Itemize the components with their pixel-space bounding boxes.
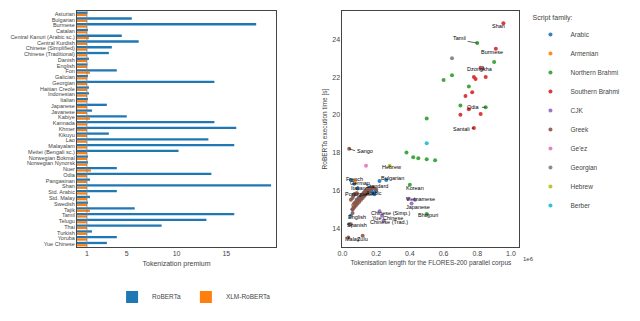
svg-text:Tamil: Tamil — [453, 35, 466, 41]
svg-text:Odia: Odia — [467, 104, 480, 110]
svg-text:Armenian: Armenian — [570, 50, 598, 57]
svg-text:Meitei (Bengali sc.): Meitei (Bengali sc.) — [28, 149, 75, 155]
svg-text:1.0: 1.0 — [506, 250, 516, 257]
svg-text:Nuer: Nuer — [63, 166, 75, 172]
svg-text:Yoruba: Yoruba — [58, 235, 76, 241]
svg-text:Yue Chinese: Yue Chinese — [372, 215, 403, 221]
svg-text:0.6: 0.6 — [439, 250, 449, 257]
svg-text:Zulu: Zulu — [357, 236, 368, 242]
svg-text:English: English — [57, 63, 75, 69]
svg-text:Arabic: Arabic — [570, 31, 589, 38]
svg-text:Italian: Italian — [351, 185, 366, 191]
svg-text:Chinese (Simplified): Chinese (Simplified) — [26, 45, 75, 51]
svg-text:14: 14 — [332, 225, 340, 232]
svg-text:Kikuyu: Kikuyu — [58, 132, 75, 138]
svg-text:Bulgarian: Bulgarian — [52, 17, 75, 23]
svg-text:Khmer: Khmer — [59, 126, 75, 132]
svg-text:0.0: 0.0 — [338, 250, 348, 257]
svg-text:24: 24 — [332, 36, 340, 43]
svg-text:Southern Brahmi: Southern Brahmi — [570, 88, 619, 95]
svg-text:Malay: Malay — [345, 236, 360, 242]
svg-text:0.4: 0.4 — [405, 250, 415, 257]
svg-text:Turkish: Turkish — [57, 230, 75, 236]
svg-text:20: 20 — [332, 111, 340, 118]
svg-text:1e6: 1e6 — [523, 256, 534, 262]
svg-text:Tamil: Tamil — [62, 212, 75, 218]
svg-text:Georgian: Georgian — [570, 164, 597, 172]
svg-text:XLM-RoBERTa: XLM-RoBERTa — [226, 293, 270, 300]
svg-text:Indonesian: Indonesian — [48, 91, 75, 97]
svg-text:Chinese (Simp.): Chinese (Simp.) — [371, 210, 411, 216]
svg-text:Hebrew: Hebrew — [382, 164, 401, 170]
svg-text:Std. Malay: Std. Malay — [49, 195, 75, 201]
svg-text:Portuguese: Portuguese — [345, 191, 373, 197]
svg-text:16: 16 — [332, 187, 340, 194]
svg-text:Central Kurdish: Central Kurdish — [37, 40, 75, 46]
svg-text:Sango: Sango — [357, 148, 373, 154]
svg-text:Central Kanuri (Arabic sc.): Central Kanuri (Arabic sc.) — [10, 34, 75, 40]
svg-text:Japanese: Japanese — [51, 103, 75, 109]
svg-text:Shan: Shan — [62, 183, 75, 189]
svg-text:RoBERTa: RoBERTa — [152, 293, 181, 300]
svg-text:Georgian: Georgian — [52, 80, 75, 86]
svg-text:Spanish: Spanish — [347, 222, 367, 228]
svg-text:Shan: Shan — [492, 23, 505, 29]
svg-text:Galician: Galician — [55, 74, 75, 80]
svg-text:Fon: Fon — [65, 68, 74, 74]
svg-text:StandardArabic: StandardArabic — [366, 183, 388, 196]
svg-text:Malayalam: Malayalam — [48, 143, 75, 149]
svg-text:0.2: 0.2 — [371, 250, 381, 257]
svg-text:Odia: Odia — [63, 172, 76, 178]
svg-text:Japanese: Japanese — [406, 204, 430, 210]
svg-text:0.8: 0.8 — [472, 250, 482, 257]
svg-text:Chinese (Traditional): Chinese (Traditional) — [24, 51, 75, 57]
svg-text:18: 18 — [332, 149, 340, 156]
svg-text:Bulgarian: Bulgarian — [381, 175, 404, 181]
svg-text:Greek: Greek — [570, 126, 588, 133]
svg-text:Burmese: Burmese — [53, 22, 75, 28]
svg-text:Tokenisation length for the FL: Tokenisation length for the FLORES-200 p… — [351, 259, 513, 267]
svg-text:15: 15 — [222, 250, 230, 257]
svg-text:Chinese (Trad.): Chinese (Trad.) — [370, 219, 408, 225]
svg-text:5: 5 — [125, 250, 129, 257]
svg-text:Javanese: Javanese — [51, 109, 75, 115]
svg-text:German: German — [350, 180, 370, 186]
svg-text:Tokenization premium: Tokenization premium — [142, 260, 210, 268]
svg-text:Catalan: Catalan — [56, 28, 75, 34]
svg-text:Kabiye: Kabiye — [58, 114, 75, 120]
svg-text:Haitian Creole: Haitian Creole — [40, 86, 75, 92]
svg-text:Norwegian Nynorsk: Norwegian Nynorsk — [27, 160, 75, 166]
svg-text:Hebrew: Hebrew — [570, 183, 593, 190]
svg-text:French: French — [346, 176, 363, 182]
svg-text:10: 10 — [173, 250, 181, 257]
svg-text:Vietnamese: Vietnamese — [406, 196, 435, 202]
svg-text:Danish: Danish — [58, 57, 75, 63]
svg-text:Korean: Korean — [406, 185, 424, 191]
svg-text:Kannada: Kannada — [53, 120, 76, 126]
svg-text:Santali: Santali — [453, 126, 470, 132]
svg-text:Script family:: Script family: — [532, 14, 572, 22]
svg-text:1: 1 — [85, 250, 89, 257]
svg-text:Ge'ez: Ge'ez — [570, 145, 587, 152]
svg-text:Dzongkha: Dzongkha — [467, 66, 493, 72]
svg-text:Norwegian Bokmal: Norwegian Bokmal — [29, 155, 75, 161]
svg-text:CJK: CJK — [570, 107, 583, 114]
svg-text:Pangasinan: Pangasinan — [46, 178, 75, 184]
svg-text:22: 22 — [332, 74, 340, 81]
svg-text:Swedish: Swedish — [54, 201, 75, 207]
svg-text:Telugu: Telugu — [59, 218, 75, 224]
svg-text:Northern Brahmi: Northern Brahmi — [570, 69, 618, 76]
svg-text:Lao: Lao — [66, 137, 75, 143]
svg-text:Burmese: Burmese — [481, 49, 503, 55]
svg-text:Italian: Italian — [60, 97, 75, 103]
svg-text:Tajik: Tajik — [64, 207, 75, 213]
svg-text:Yue Chinese: Yue Chinese — [44, 241, 75, 247]
svg-text:Asturian: Asturian — [55, 11, 75, 17]
svg-text:Bhojpuri: Bhojpuri — [418, 212, 438, 218]
svg-text:Thai: Thai — [64, 224, 75, 230]
svg-text:Berber: Berber — [570, 202, 590, 209]
svg-text:RoBERTa execution time [s]: RoBERTa execution time [s] — [321, 88, 329, 169]
svg-text:English: English — [348, 214, 366, 220]
svg-text:Std. Arabic: Std. Arabic — [48, 189, 75, 195]
